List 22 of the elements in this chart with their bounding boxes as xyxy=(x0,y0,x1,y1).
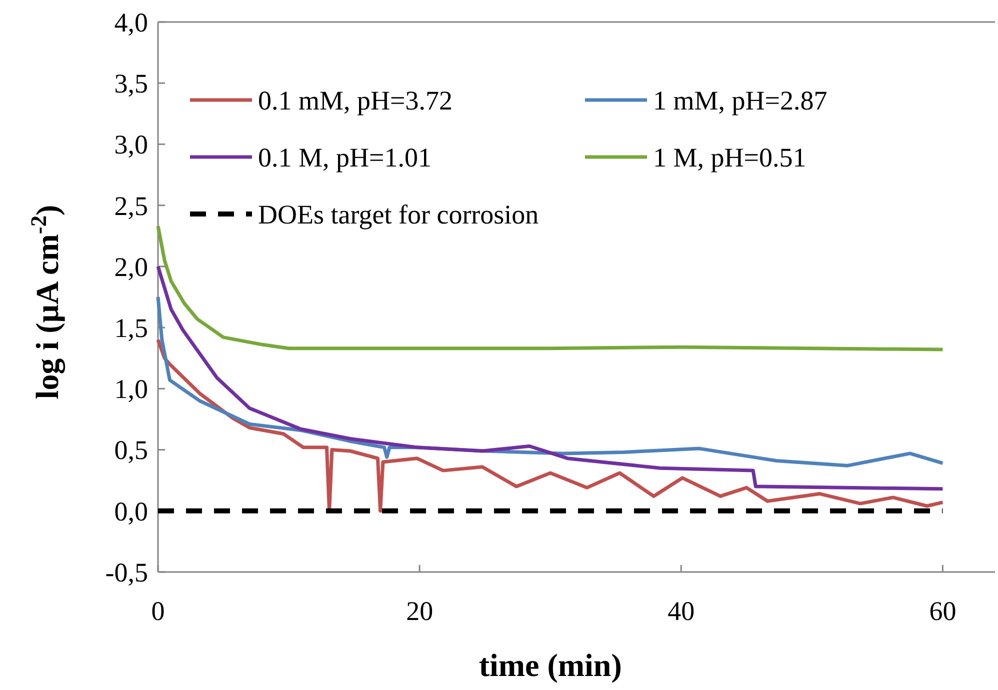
y-tick-label: 1,5 xyxy=(114,313,148,344)
x-tick-label: 0 xyxy=(151,596,165,626)
y-tick-label: 0,5 xyxy=(114,435,148,466)
x-tick-label: 60 xyxy=(929,596,956,626)
y-tick-label: 2,5 xyxy=(114,190,148,221)
x-axis-title: time (min) xyxy=(478,647,622,683)
y-tick-label: 4,0 xyxy=(114,7,148,38)
y-tick-label: -0,5 xyxy=(105,557,148,588)
x-tick-label: 20 xyxy=(406,596,434,626)
legend-label: 0.1 mM, pH=3.72 xyxy=(258,85,452,116)
y-tick-label: 3,0 xyxy=(114,130,148,160)
y-tick-label: 3,5 xyxy=(114,68,148,99)
legend-label: 1 M, pH=0.51 xyxy=(653,142,806,172)
legend-label: 0.1 M, pH=1.01 xyxy=(258,142,432,172)
y-tick-label: 0,0 xyxy=(114,496,148,526)
line-series xyxy=(156,338,944,513)
y-tick-label: 2,0 xyxy=(114,252,148,282)
legend-label: DOEs target for corrosion xyxy=(258,199,540,230)
x-tick-label: 40 xyxy=(668,596,695,626)
y-tick-label: 1,0 xyxy=(114,374,148,404)
legend-label: 1 mM, pH=2.87 xyxy=(653,85,828,116)
line-series xyxy=(156,264,944,491)
